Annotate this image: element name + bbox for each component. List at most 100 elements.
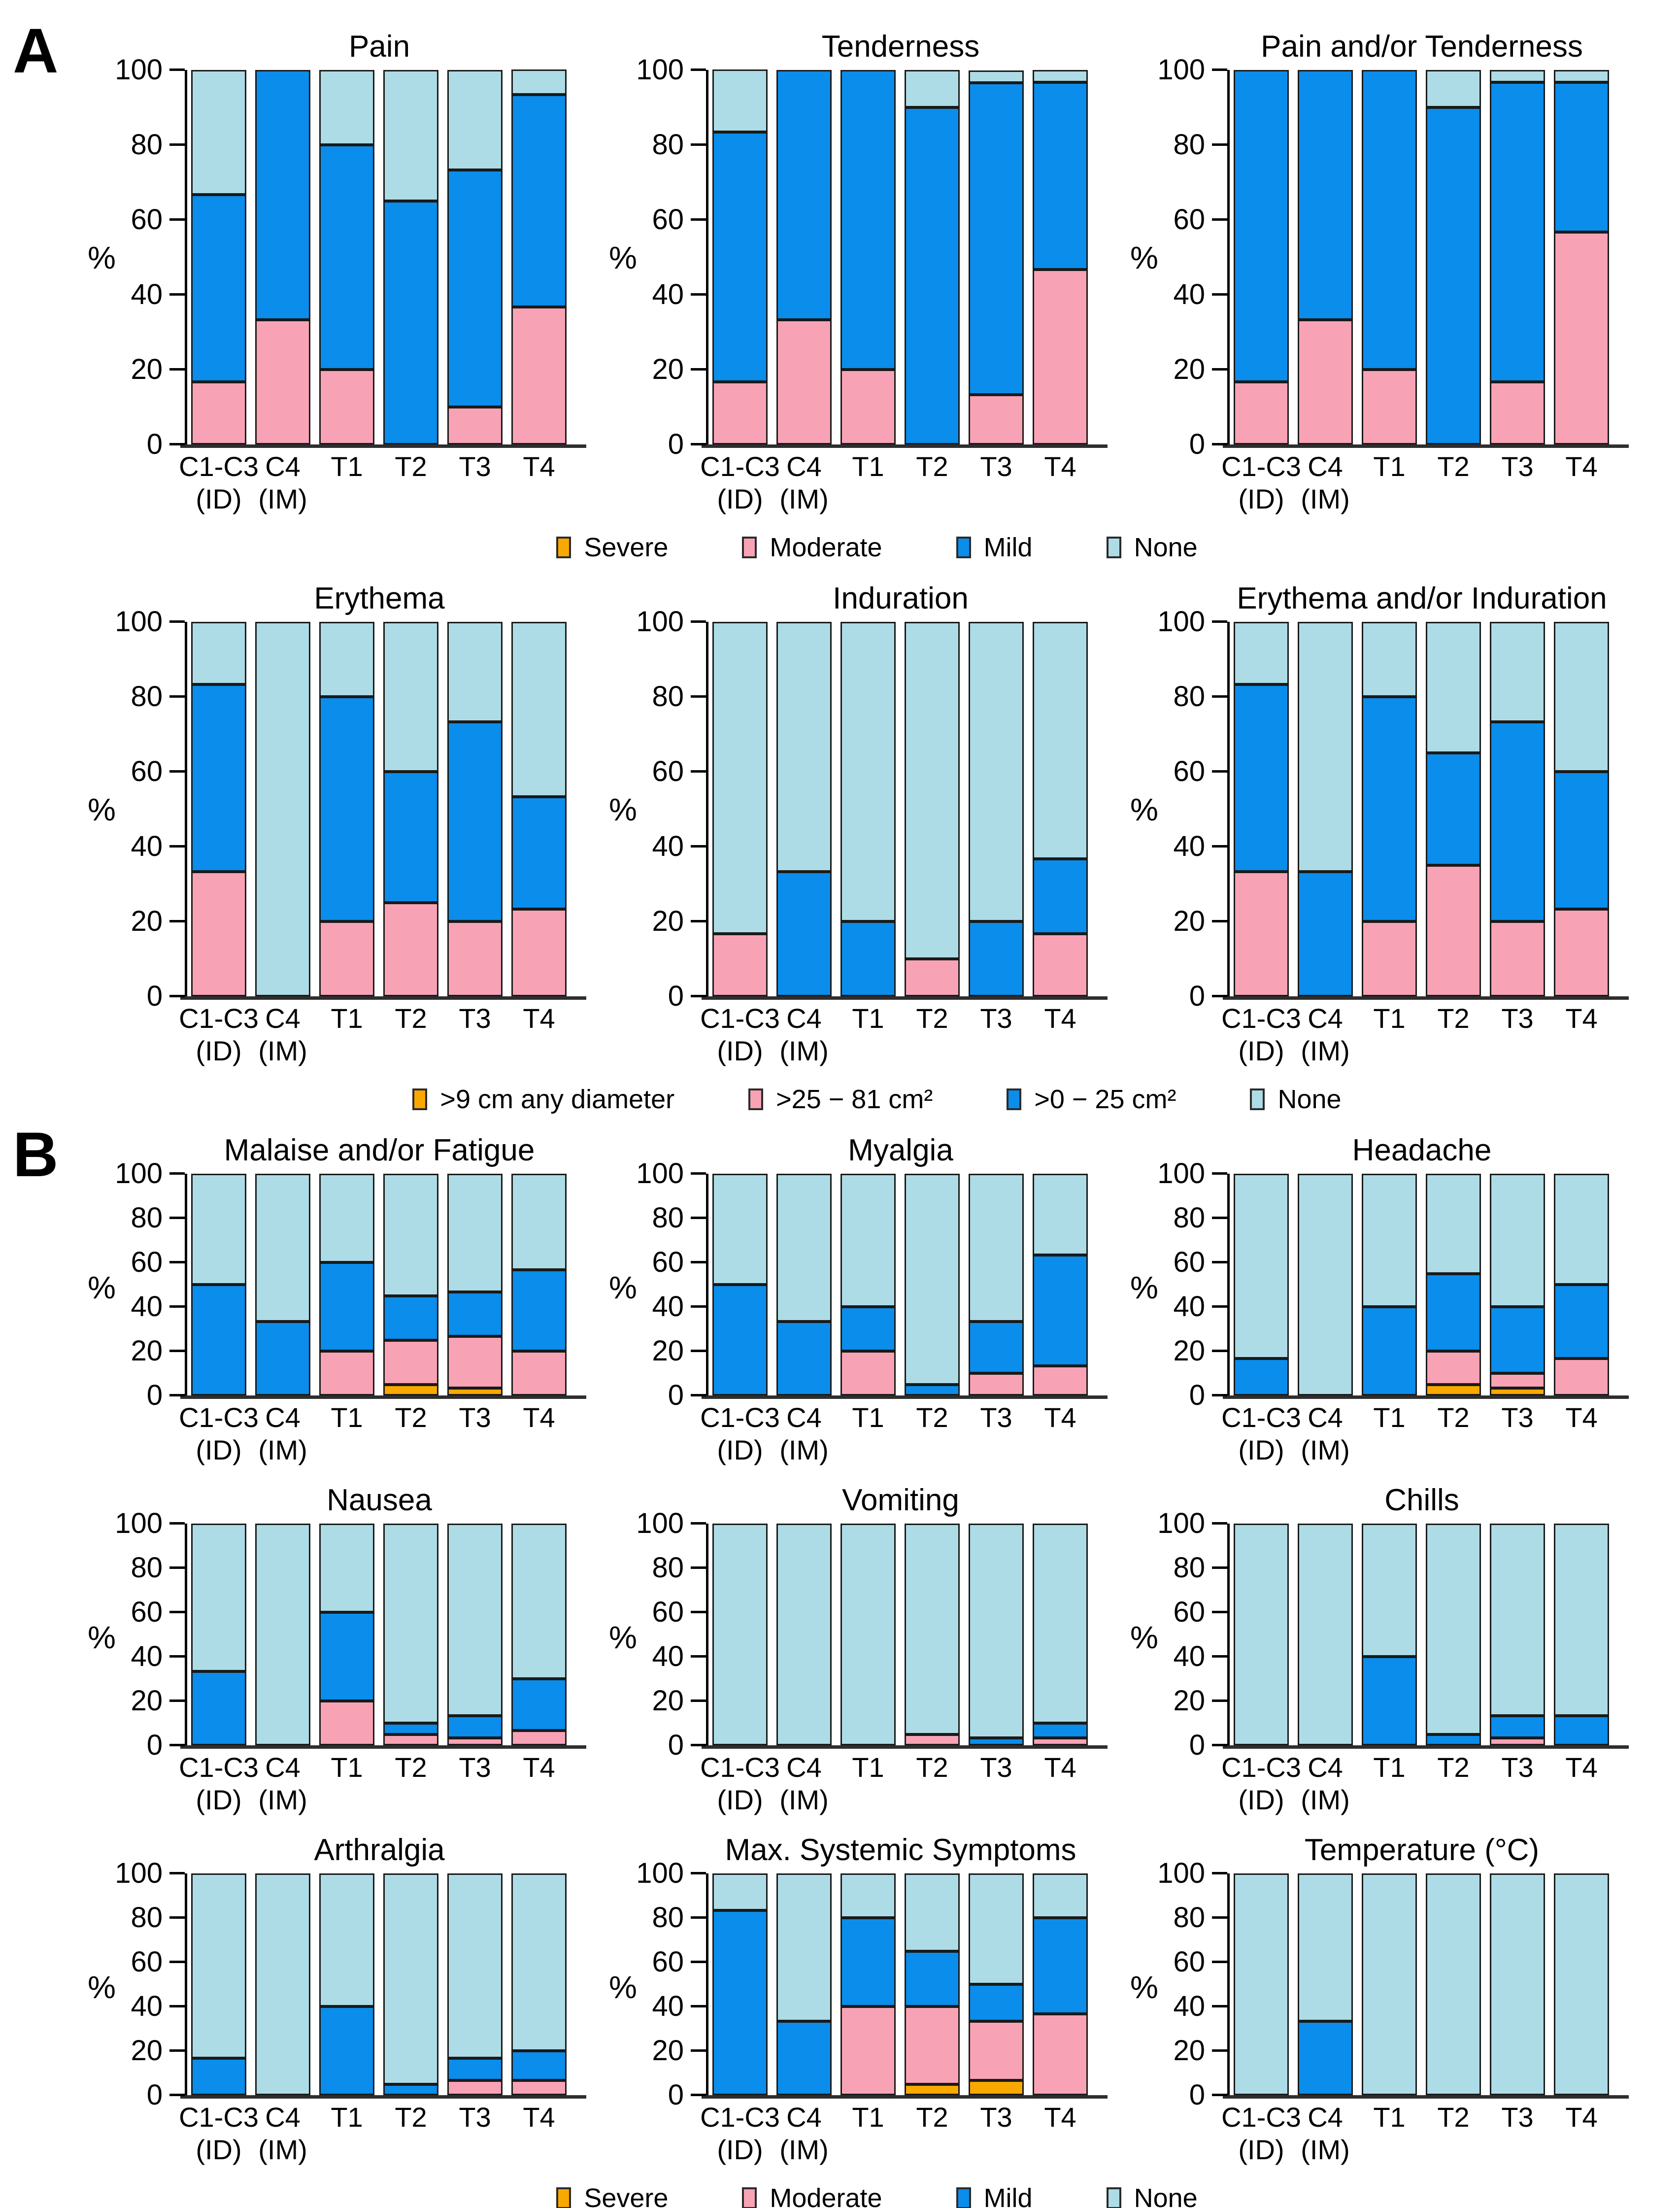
bar-segment-none [1033,1174,1088,1256]
bar-segment-moderate [447,1336,503,1389]
x-category-label: C4 (IM) [258,1003,307,1067]
y-tick-mark [1212,620,1227,623]
bar-segment-moderate [447,407,503,444]
bar-segment-none [1490,1524,1545,1716]
x-category-label: T2 [916,1003,948,1034]
chart-title: Max. Systemic Symptoms [725,1833,1076,1867]
y-axis-label: % [88,1270,116,1305]
legend-label: >0 − 25 cm² [1034,1085,1176,1114]
y-tick-label: 0 [146,428,163,460]
stacked-bar [447,1873,503,2095]
y-tick-mark [169,845,185,848]
x-category-label: T4 [1565,451,1598,482]
x-axis-labels: C1-C3 (ID) C4 (IM) T1 T2 T3 T4 [700,1751,1093,1820]
bar-segment-mild [383,1723,438,1734]
x-category-label: T2 [395,451,427,482]
stacked-bar [1362,1873,1417,2095]
bar-segment-mild [511,1679,567,1731]
bar-segment-moderate [840,370,896,444]
x-category-label: C1-C3 (ID) [179,451,259,515]
stacked-bar [191,1174,246,1395]
bar-segment-none [1362,1174,1417,1307]
y-tick-label: 80 [652,1202,684,1234]
stacked-bar [255,1174,310,1395]
bar-segment-none [1298,622,1353,872]
y-tick-mark [691,1350,706,1352]
stacked-bar [1426,70,1481,444]
bar-segment-mild [383,1295,438,1340]
x-category-label: C4 (IM) [1301,1402,1350,1466]
bar-segment-none [905,622,960,959]
bar-segment-none [1554,622,1609,772]
bar-segment-none [511,69,567,95]
bar-segment-none [447,1873,503,2058]
x-category-label: T2 [1437,1752,1470,1783]
chart-vomiting: Vomiting 0 20 40 60 80 100 C1-C3 (ID) C4 (IM) T1 T… [595,1481,1108,1820]
plot-area: 0 20 40 60 80 100 [115,1509,586,1760]
y-tick-mark [1212,2094,1227,2096]
y-tick-label: 100 [1157,606,1205,638]
bar-segment-moderate [319,1701,374,1745]
stacked-bar [969,1174,1024,1395]
y-tick-label: 100 [115,1507,163,1539]
x-axis-labels: C1-C3 (ID) C4 (IM) T1 T2 T3 T4 [1221,1401,1614,1470]
y-tick-label: 100 [636,606,684,638]
stacked-bar [712,1174,768,1395]
legend-label: >25 − 81 cm² [776,1085,933,1114]
bar-segment-none [319,1873,374,2006]
chart-chills: Chills 0 20 40 60 80 100 C1-C3 (ID) C4 (IM) T1 T2 T… [1116,1481,1629,1820]
x-axis-labels: C1-C3 (ID) C4 (IM) T1 T2 T3 T4 [179,2101,571,2170]
chart-max-systemic-symptoms: Max. Systemic Symptoms 0 20 40 60 80 100 C1-C3 … [595,1831,1108,2170]
bar-segment-moderate [511,1351,567,1395]
x-category-label: C1-C3 (ID) [700,2102,780,2166]
x-category-label: C1-C3 (ID) [700,1752,780,1816]
plot-area: 0 20 40 60 80 100 [1157,1159,1629,1410]
bar-segment-none [191,1174,246,1285]
x-category-label: T3 [1501,1003,1534,1034]
stacked-bar [1033,1873,1088,2095]
x-category-label: C4 (IM) [258,451,307,515]
y-axis-line [185,70,187,447]
x-category-label: T1 [1373,1752,1406,1783]
x-axis-line [702,1395,1108,1399]
bar-segment-mild [1298,871,1353,996]
stacked-bar [1490,1873,1545,2095]
y-tick-mark [1212,368,1227,371]
bar-segment-none [1033,622,1088,859]
stacked-bar [1298,70,1353,444]
legend-label: Mild [983,533,1033,562]
plot-area: 0 20 40 60 80 100 [1157,608,1629,1011]
bar-segment-mild [191,1671,246,1745]
x-axis-labels: C1-C3 (ID) C4 (IM) T1 T2 T3 T4 [700,2101,1093,2170]
y-tick-label: 60 [1173,1246,1205,1278]
x-category-label: C1-C3 (ID) [179,1402,259,1466]
y-axis-line [706,1873,708,2098]
bar-segment-mild [1298,70,1353,320]
bar-segment-mild [1362,1657,1417,1745]
bar-segment-none [1426,622,1481,753]
bar-segment-none [319,70,374,145]
legend-label: Moderate [770,533,882,562]
bar-segment-mild [1490,82,1545,382]
y-tick-label: 60 [652,1596,684,1628]
y-tick-mark [169,68,185,71]
y-tick-mark [691,1305,706,1308]
chart-malaise-and-or-fatigue: Malaise and/or Fatigue 0 20 40 60 80 100 C1-C3 … [74,1131,586,1470]
y-tick-label: 60 [131,1946,163,1978]
bar-segment-mild [447,2058,503,2080]
x-category-label: C4 (IM) [779,451,829,515]
x-category-label: C1-C3 (ID) [179,1003,259,1067]
chart-erythema-and-or-induration: Erythema and/or Induration 0 20 40 60 80 100 C1… [1116,579,1629,1071]
y-axis-line [185,1524,187,1748]
bar-segment-moderate [447,2080,503,2095]
x-category-label: T1 [1373,1003,1406,1034]
y-tick-label: 60 [1173,204,1205,236]
bar-segment-moderate [383,903,438,996]
bar-segment-severe [1426,1384,1481,1395]
chart-title: Arthralgia [314,1833,445,1867]
y-tick-label: 40 [1173,1990,1205,2022]
bar-segment-mild [1490,1716,1545,1738]
y-tick-mark [1212,1261,1227,1263]
stacked-bar [383,1174,438,1395]
